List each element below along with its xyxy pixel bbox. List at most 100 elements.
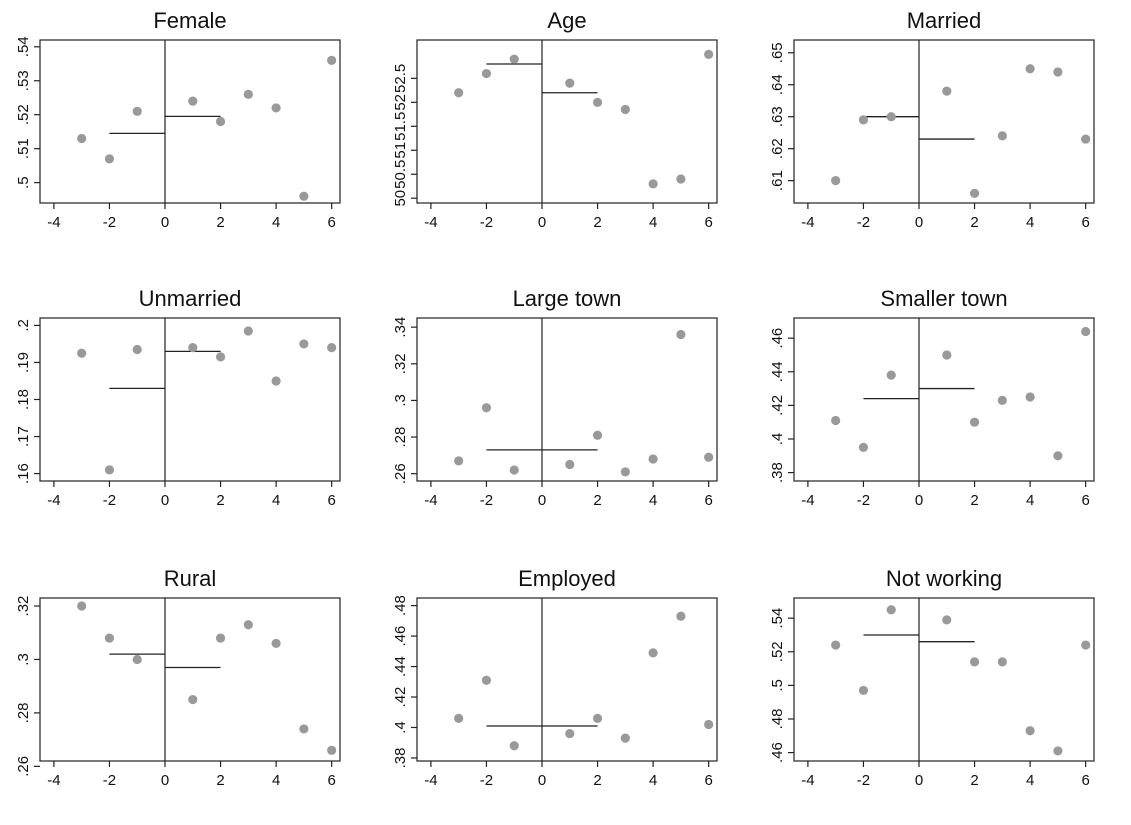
y-tick-label: 50.5 bbox=[392, 160, 409, 189]
data-point bbox=[831, 640, 840, 649]
chart-title: Married bbox=[907, 8, 982, 33]
data-point bbox=[1081, 327, 1090, 336]
y-tick-label: .46 bbox=[769, 742, 786, 763]
x-tick-label: -2 bbox=[103, 492, 116, 509]
data-point bbox=[649, 648, 658, 657]
y-tick-label: 52 bbox=[392, 94, 409, 111]
data-point bbox=[887, 605, 896, 614]
chart-svg: Unmarried -4 -2 0 2 4 6 .16 .17 .18 .19 .2 bbox=[0, 278, 377, 545]
data-point bbox=[970, 657, 979, 666]
data-point bbox=[859, 443, 868, 452]
data-point bbox=[105, 154, 114, 163]
x-tick-label: 2 bbox=[970, 214, 978, 231]
x-tick-label: -2 bbox=[480, 772, 493, 789]
y-tick-label: .4 bbox=[769, 433, 786, 446]
y-tick-label: .53 bbox=[15, 70, 32, 91]
chart-title: Rural bbox=[164, 566, 217, 591]
data-point bbox=[593, 98, 602, 107]
chart-panel: Employed -4 -2 0 2 4 6.38.4.42.44.46.48 bbox=[377, 558, 754, 825]
chart-svg: Smaller town -4 -2 0 2 4 6 .38 .4 .42 .44 .46 bbox=[754, 278, 1131, 545]
y-tick-label: .48 bbox=[769, 709, 786, 730]
data-point bbox=[676, 174, 685, 183]
data-point bbox=[327, 56, 336, 65]
data-point bbox=[676, 612, 685, 621]
y-tick-label: .38 bbox=[392, 748, 409, 769]
y-tick-label: 51.5 bbox=[392, 112, 409, 141]
x-tick-label: 2 bbox=[970, 772, 978, 789]
data-point bbox=[704, 453, 713, 462]
data-point bbox=[1026, 392, 1035, 401]
chart-panel: Not working -4 -2 0 2 4 6 .46 .48 .5 .52 .54 bbox=[754, 558, 1131, 825]
y-tick-label: .4 bbox=[392, 721, 409, 734]
data-point bbox=[510, 741, 519, 750]
data-point bbox=[1026, 726, 1035, 735]
y-tick-label: .46 bbox=[392, 626, 409, 647]
y-tick-label: .32 bbox=[15, 596, 32, 617]
x-tick-label: 6 bbox=[327, 214, 335, 231]
x-tick-label: 0 bbox=[538, 214, 546, 231]
chart-title: Unmarried bbox=[139, 286, 242, 311]
data-point bbox=[998, 396, 1007, 405]
x-tick-label: -2 bbox=[103, 772, 116, 789]
chart-panel: Large town -4 -2 0 2 4 6 .26 .28 .3 .32 .34 bbox=[377, 278, 754, 545]
plot-frame bbox=[40, 40, 340, 203]
data-point bbox=[1053, 746, 1062, 755]
data-point bbox=[621, 734, 630, 743]
data-point bbox=[133, 345, 142, 354]
chart-svg: Not working -4 -2 0 2 4 6 .46 .48 .5 .52 .54 bbox=[754, 558, 1131, 825]
data-point bbox=[859, 686, 868, 695]
x-tick-label: 4 bbox=[272, 214, 280, 231]
y-tick-label: .34 bbox=[392, 317, 409, 338]
x-tick-label: 0 bbox=[538, 492, 546, 509]
chart-title: Smaller town bbox=[880, 286, 1007, 311]
data-point bbox=[482, 676, 491, 685]
chart-title: Large town bbox=[513, 286, 622, 311]
y-tick-label: .16 bbox=[15, 463, 32, 484]
y-tick-label: .63 bbox=[769, 106, 786, 127]
chart-svg: Female -4 -2 0 2 4 6 .5 .51 .52 .53 .54 bbox=[0, 0, 377, 267]
data-point bbox=[244, 90, 253, 99]
data-point bbox=[216, 117, 225, 126]
data-point bbox=[216, 633, 225, 642]
y-tick-label: .18 bbox=[15, 389, 32, 410]
data-point bbox=[1053, 67, 1062, 76]
data-point bbox=[299, 339, 308, 348]
x-tick-label: 4 bbox=[649, 772, 657, 789]
plot-frame bbox=[40, 598, 340, 761]
x-tick-label: -2 bbox=[857, 214, 870, 231]
data-point bbox=[859, 115, 868, 124]
chart-svg: Large town -4 -2 0 2 4 6 .26 .28 .3 .32 .34 bbox=[377, 278, 754, 545]
y-tick-label: .62 bbox=[769, 138, 786, 159]
data-point bbox=[970, 189, 979, 198]
y-tick-label: .44 bbox=[392, 656, 409, 677]
x-tick-label: 4 bbox=[272, 772, 280, 789]
x-tick-label: 4 bbox=[649, 214, 657, 231]
data-point bbox=[887, 371, 896, 380]
x-tick-label: 0 bbox=[915, 492, 923, 509]
data-point bbox=[565, 729, 574, 738]
x-tick-label: 6 bbox=[704, 492, 712, 509]
y-tick-label: .52 bbox=[15, 104, 32, 125]
x-tick-label: 6 bbox=[704, 214, 712, 231]
y-tick-label: .5 bbox=[769, 679, 786, 692]
x-tick-label: 6 bbox=[1081, 492, 1089, 509]
x-tick-label: -4 bbox=[47, 214, 60, 231]
x-tick-label: 6 bbox=[1081, 772, 1089, 789]
data-point bbox=[593, 431, 602, 440]
x-tick-label: 2 bbox=[216, 492, 224, 509]
y-tick-label: .54 bbox=[15, 36, 32, 57]
y-tick-label: .5 bbox=[15, 176, 32, 189]
data-point bbox=[593, 714, 602, 723]
x-tick-label: -2 bbox=[857, 772, 870, 789]
plot-frame bbox=[40, 318, 340, 481]
data-point bbox=[327, 343, 336, 352]
x-tick-label: 4 bbox=[1026, 772, 1034, 789]
data-point bbox=[188, 97, 197, 106]
y-tick-label: 51 bbox=[392, 142, 409, 159]
x-tick-label: -4 bbox=[47, 492, 60, 509]
y-tick-label: .2 bbox=[15, 319, 32, 332]
data-point bbox=[1081, 134, 1090, 143]
chart-svg: Rural-4 -2 0 2 4 6.26.28.3.32 bbox=[0, 558, 377, 825]
x-tick-label: 2 bbox=[216, 772, 224, 789]
